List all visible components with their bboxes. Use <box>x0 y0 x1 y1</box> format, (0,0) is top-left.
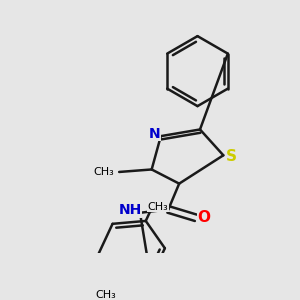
Text: N: N <box>148 127 160 141</box>
Text: O: O <box>198 210 211 225</box>
Text: CH₃: CH₃ <box>93 167 114 177</box>
Text: CH₃: CH₃ <box>147 202 168 212</box>
Text: S: S <box>226 149 237 164</box>
Text: CH₃: CH₃ <box>95 290 116 300</box>
Text: NH: NH <box>118 203 142 217</box>
